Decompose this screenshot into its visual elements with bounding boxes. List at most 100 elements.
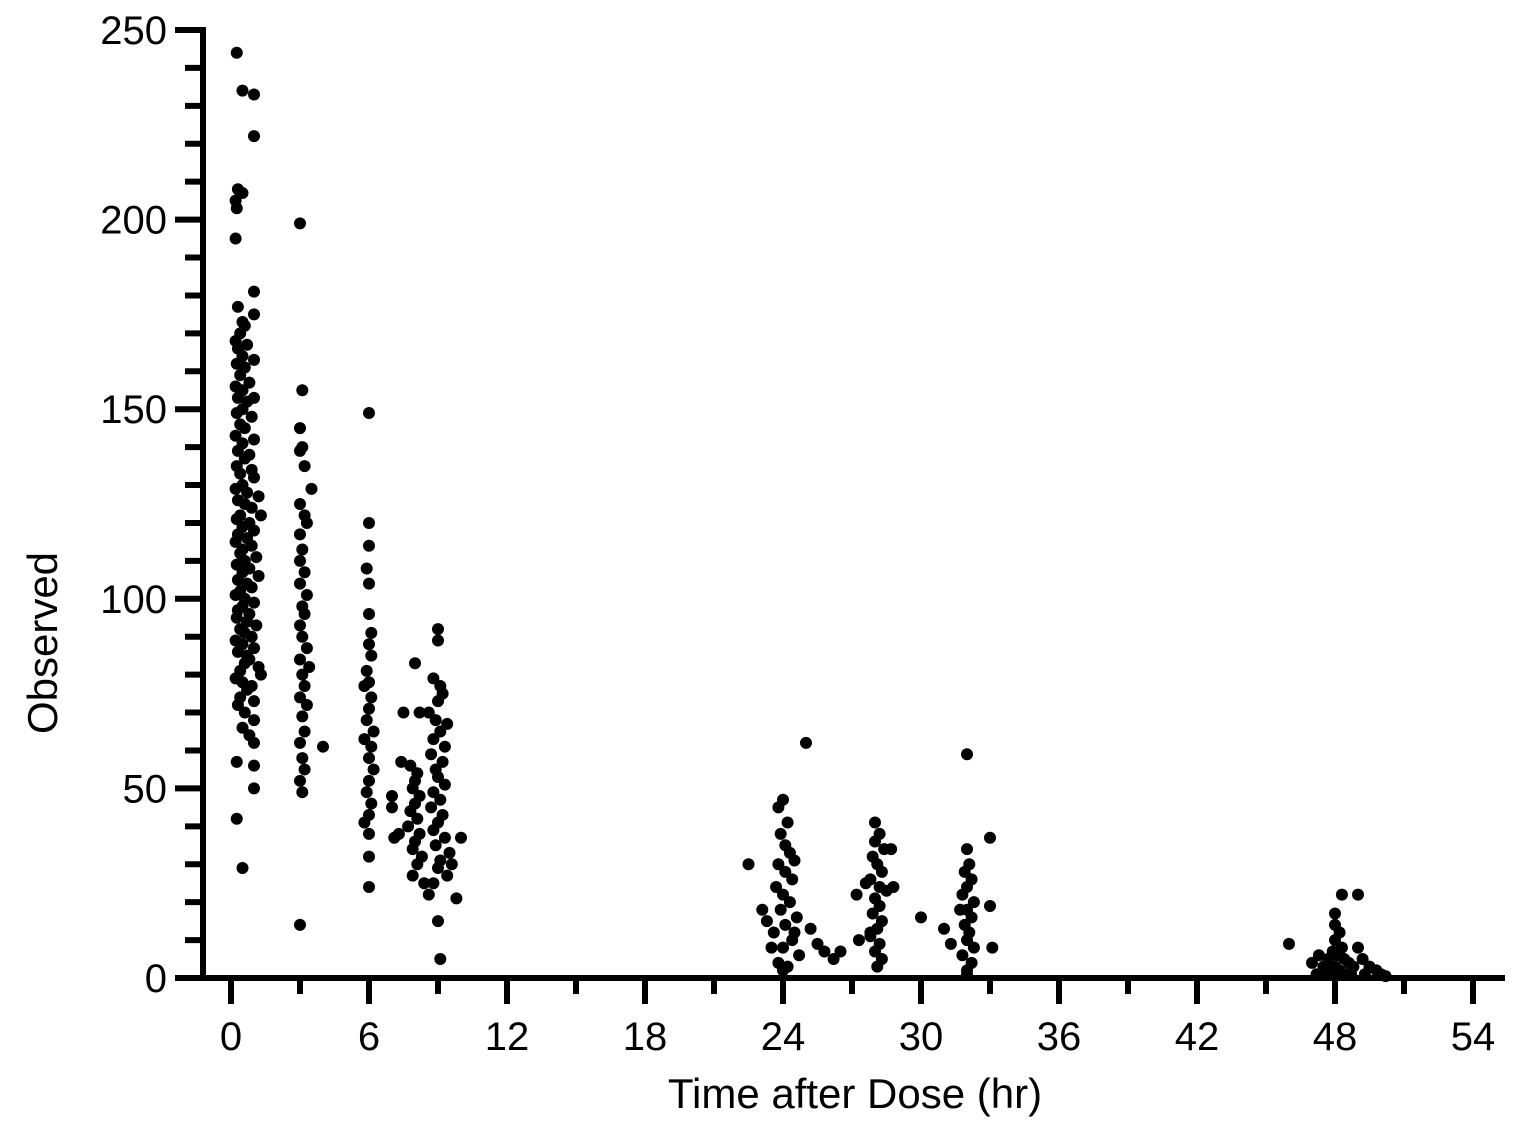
y-tick-label: 50 (123, 767, 168, 811)
data-point (395, 755, 408, 768)
data-point (229, 482, 242, 495)
data-point (363, 850, 375, 863)
data-point (984, 831, 996, 844)
data-point (434, 793, 447, 806)
data-point (869, 945, 881, 958)
data-point (250, 551, 263, 564)
y-axis-title: Observed (19, 552, 66, 734)
data-point (1335, 888, 1348, 901)
data-point (230, 611, 243, 624)
data-point (294, 691, 306, 704)
data-point (781, 816, 794, 829)
data-point (432, 915, 444, 928)
data-point (296, 630, 309, 643)
data-point (254, 668, 267, 681)
data-point (303, 661, 316, 674)
x-tick-label: 30 (899, 1015, 944, 1059)
data-point (441, 869, 454, 882)
data-point (777, 941, 789, 954)
data-point (363, 774, 375, 787)
data-point (777, 964, 789, 977)
data-point (241, 615, 254, 628)
data-point (231, 645, 244, 658)
data-point (818, 945, 831, 958)
data-point (850, 888, 863, 901)
data-point (432, 623, 444, 636)
data-point (365, 797, 378, 810)
data-point (363, 827, 375, 840)
data-point (300, 589, 313, 602)
data-point (294, 528, 306, 541)
data-point (248, 782, 260, 795)
data-point (238, 706, 251, 719)
y-tick-label: 200 (100, 199, 167, 243)
data-point (765, 941, 778, 954)
data-point (248, 285, 260, 298)
data-points (229, 46, 1392, 983)
x-tick-label: 12 (485, 1015, 530, 1059)
data-point (866, 907, 879, 920)
data-point (956, 949, 969, 962)
data-point (248, 353, 260, 366)
data-point (365, 691, 378, 704)
data-point (777, 888, 789, 901)
data-point (245, 501, 258, 514)
data-point (1329, 934, 1341, 947)
data-point (231, 698, 244, 711)
data-point (363, 702, 375, 715)
data-point (967, 941, 980, 954)
x-tick-label: 42 (1175, 1015, 1220, 1059)
data-point (827, 953, 840, 966)
data-point (404, 759, 417, 772)
data-point (298, 725, 311, 738)
axes: 0 50 100 150 200 250 0 6 12 18 24 30 36 42 48 54 (100, 9, 1505, 1059)
data-point (873, 899, 886, 912)
data-point (406, 843, 419, 856)
data-point (411, 812, 424, 825)
data-point (777, 793, 789, 806)
data-point (852, 934, 865, 947)
data-point (1312, 949, 1325, 962)
data-point (231, 391, 244, 404)
data-point (386, 801, 398, 814)
y-tick-label: 150 (100, 388, 167, 432)
data-point (770, 880, 783, 893)
data-point (363, 607, 375, 620)
x-tick-label: 48 (1313, 1015, 1358, 1059)
data-point (427, 824, 440, 837)
data-point (767, 926, 780, 939)
data-point (887, 880, 900, 893)
data-point (358, 680, 371, 693)
data-point (363, 406, 375, 419)
data-point (961, 934, 973, 947)
data-point (864, 930, 877, 943)
data-point (427, 877, 440, 890)
data-point (1306, 956, 1318, 969)
data-point (248, 130, 260, 143)
data-point (248, 596, 260, 609)
data-point (248, 736, 260, 749)
data-point (298, 680, 311, 693)
data-point (790, 911, 803, 924)
data-point (958, 865, 971, 878)
data-point (1352, 888, 1364, 901)
data-point (252, 490, 265, 503)
data-point (432, 695, 444, 708)
data-point (1356, 953, 1369, 966)
data-point (434, 725, 447, 738)
data-point (450, 892, 463, 905)
data-point (885, 843, 898, 856)
data-point (231, 573, 244, 586)
data-point (406, 782, 419, 795)
data-point (294, 918, 306, 931)
data-point (455, 831, 467, 844)
data-point (294, 774, 306, 787)
data-point (434, 953, 447, 966)
data-point (360, 562, 373, 575)
data-point (298, 566, 311, 579)
x-tick-label: 18 (623, 1015, 668, 1059)
data-point (432, 634, 444, 647)
y-tick-label: 100 (100, 578, 167, 622)
data-point (294, 217, 306, 230)
data-point (422, 706, 435, 719)
